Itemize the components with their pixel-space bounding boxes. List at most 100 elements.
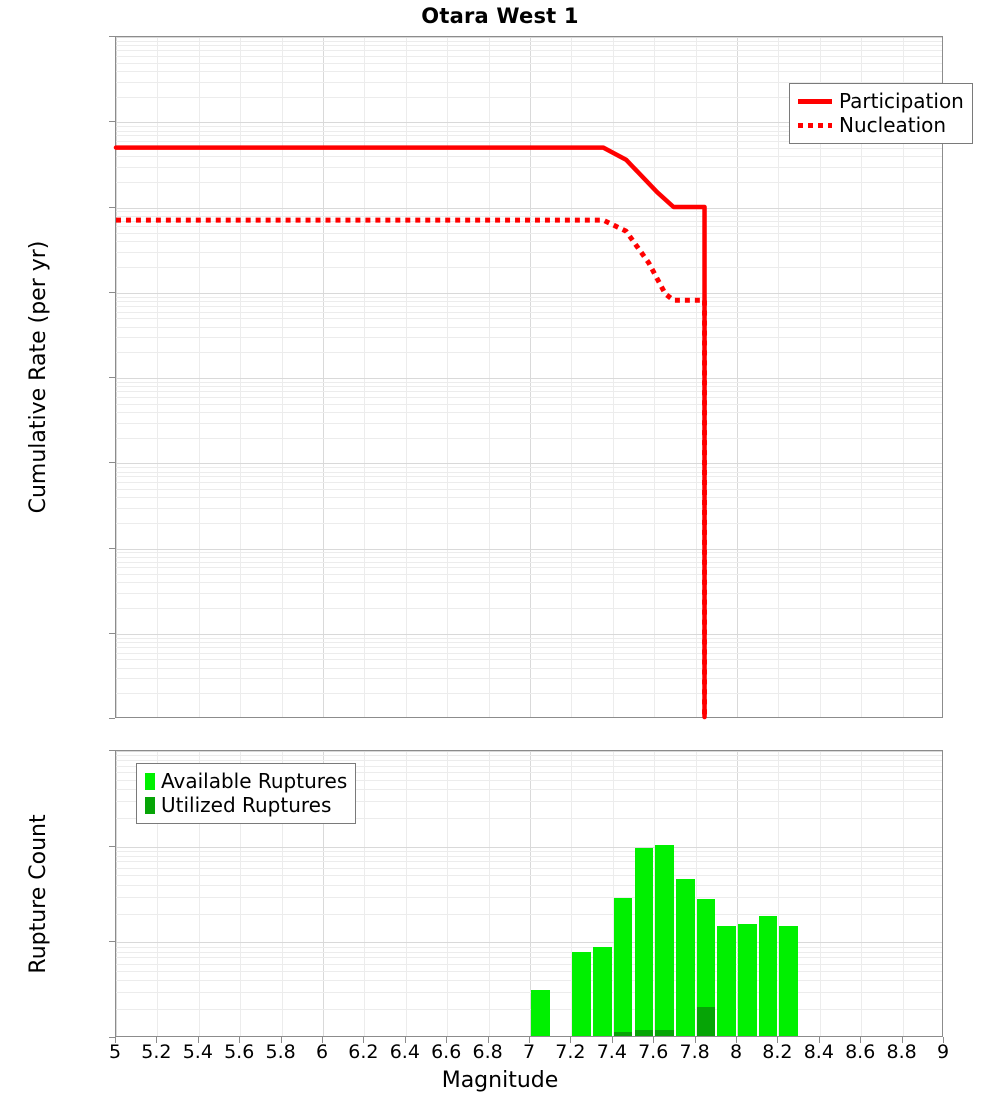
gridline-minor xyxy=(116,211,942,212)
gridline-minor xyxy=(613,751,614,1036)
y-tick-mark xyxy=(109,750,115,751)
x-tick-label: 5.2 xyxy=(141,1041,172,1063)
curve-nucleation xyxy=(116,217,708,717)
gridline-minor xyxy=(406,751,407,1036)
gridline-minor xyxy=(116,668,942,669)
x-tick-mark xyxy=(860,1037,861,1043)
x-tick-mark xyxy=(777,1037,778,1043)
rupture-count-plot-area xyxy=(116,751,942,1036)
rupture-bar xyxy=(696,899,716,1036)
gridline-minor xyxy=(116,41,942,42)
gridline-minor xyxy=(116,386,942,387)
x-tick-label: 6.2 xyxy=(348,1041,379,1063)
legend-entry-participation: Participation xyxy=(798,89,964,113)
gridline-minor xyxy=(116,772,942,773)
gridline-minor xyxy=(116,789,942,790)
x-tick-mark xyxy=(529,1037,530,1043)
gridline-minor xyxy=(116,818,942,819)
gridline-minor xyxy=(199,37,200,717)
gridline-minor xyxy=(116,567,942,568)
y-axis-label-cumulative-rate: Cumulative Rate (per yr) xyxy=(26,240,51,514)
gridline-minor xyxy=(406,37,407,717)
gridline-minor xyxy=(116,766,942,767)
utilized-ruptures-swatch-icon xyxy=(145,796,155,814)
gridline-minor xyxy=(116,497,942,498)
legend-label-participation: Participation xyxy=(839,89,964,113)
rupture-bar xyxy=(634,847,654,1036)
y-tick-mark xyxy=(109,462,115,463)
rupture-count-panel: Available Ruptures Utilized Ruptures xyxy=(115,750,943,1037)
gridline-minor xyxy=(116,97,942,98)
y-tick-mark xyxy=(109,121,115,122)
gridline-minor xyxy=(116,63,942,64)
gridline-minor xyxy=(116,593,942,594)
gridline-minor xyxy=(116,141,942,142)
participation-line-swatch-icon xyxy=(798,98,832,104)
gridline-minor xyxy=(116,653,942,654)
y-axis-label-rupture-count: Rupture Count xyxy=(26,813,51,974)
gridline-minor xyxy=(116,642,942,643)
gridline-minor xyxy=(116,980,942,981)
available-ruptures-bar xyxy=(717,926,736,1036)
gridline-major xyxy=(323,751,324,1036)
gridline-minor xyxy=(116,167,942,168)
gridline-minor xyxy=(116,1009,942,1010)
gridline-minor xyxy=(116,801,942,802)
gridline-minor xyxy=(447,751,448,1036)
gridline-minor xyxy=(116,875,942,876)
available-ruptures-bar xyxy=(531,990,550,1036)
y-tick-mark xyxy=(109,377,115,378)
gridline-minor xyxy=(282,751,283,1036)
gridline-minor xyxy=(199,751,200,1036)
gridline-minor xyxy=(116,780,942,781)
gridline-minor xyxy=(116,851,942,852)
gridline-major xyxy=(116,208,942,209)
available-ruptures-bar xyxy=(634,847,654,1036)
gridline-minor xyxy=(116,489,942,490)
gridline-minor xyxy=(116,582,942,583)
gridline-minor xyxy=(116,82,942,83)
legend-entry-available-ruptures: Available Ruptures xyxy=(145,769,347,793)
y-tick-mark xyxy=(109,718,115,719)
x-tick-label: 6.6 xyxy=(431,1041,462,1063)
rupture-bar xyxy=(779,926,799,1036)
x-tick-label: 8.2 xyxy=(762,1041,793,1063)
gridline-major xyxy=(116,37,942,38)
gridline-minor xyxy=(654,37,655,717)
gridline-minor xyxy=(116,861,942,862)
gridline-minor xyxy=(116,233,942,234)
gridline-minor xyxy=(116,562,942,563)
rupture-bars xyxy=(116,751,942,1036)
x-tick-label: 7.2 xyxy=(555,1041,586,1063)
y-tick-mark xyxy=(109,1037,115,1038)
legend-label-available-ruptures: Available Ruptures xyxy=(161,769,348,793)
gridline-minor xyxy=(654,751,655,1036)
gridline-minor xyxy=(116,241,942,242)
available-ruptures-bar xyxy=(779,926,799,1036)
gridline-minor xyxy=(116,647,942,648)
gridline-minor xyxy=(116,476,942,477)
gridline-minor xyxy=(116,45,942,46)
gridline-minor xyxy=(861,751,862,1036)
utilized-ruptures-bar xyxy=(634,1030,654,1036)
gridline-minor xyxy=(116,947,942,948)
gridline-minor xyxy=(116,412,942,413)
legend-label-nucleation: Nucleation xyxy=(839,113,947,137)
utilized-ruptures-bar xyxy=(613,1032,633,1036)
x-tick-label: 5.4 xyxy=(182,1041,213,1063)
gridline-minor xyxy=(364,37,365,717)
gridline-minor xyxy=(157,37,158,717)
gridline-minor xyxy=(116,252,942,253)
gridline-major xyxy=(116,463,942,464)
cumulative-rate-panel: Participation Nucleation xyxy=(113,36,973,720)
gridline-major xyxy=(323,37,324,717)
nucleation-dotted-line-swatch-icon xyxy=(798,122,832,128)
y-tick-mark xyxy=(109,633,115,634)
gridline-major xyxy=(116,847,942,848)
gridline-minor xyxy=(116,216,942,217)
gridline-minor xyxy=(116,337,942,338)
gridline-minor xyxy=(157,751,158,1036)
gridline-minor xyxy=(696,37,697,717)
gridline-minor xyxy=(447,37,448,717)
gridline-minor xyxy=(282,37,283,717)
